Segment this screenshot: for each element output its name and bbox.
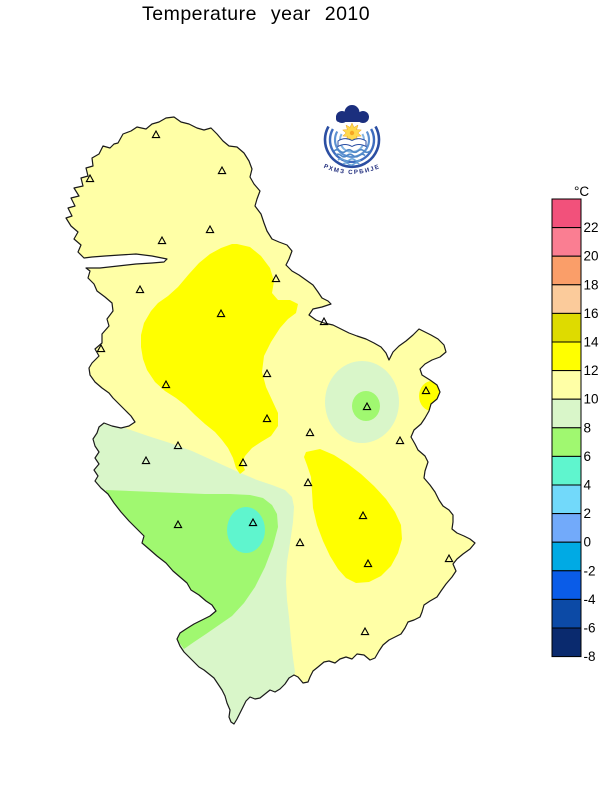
legend-swatch [551, 255, 582, 286]
legend-swatch [551, 598, 582, 629]
serbia-map [65, 116, 476, 725]
station-marker [319, 316, 329, 326]
region-cyan-oval [227, 507, 265, 553]
station-marker [444, 553, 454, 563]
legend-tick-label: 6 [584, 449, 592, 464]
station-marker [360, 626, 370, 636]
legend-tick-label: -6 [584, 621, 596, 636]
station-marker [205, 224, 215, 234]
station-marker [217, 165, 227, 175]
station-marker [303, 477, 313, 487]
legend-swatch [551, 284, 582, 314]
region-east-border-yellow [419, 381, 445, 411]
legend-tick-label: 12 [584, 363, 599, 378]
legend-tick-label: -2 [584, 563, 596, 578]
logo-book-icon [337, 138, 367, 148]
station-marker [262, 413, 272, 423]
region-southeast-yellow [304, 449, 402, 583]
legend-swatch [551, 570, 582, 600]
station-marker [358, 510, 368, 520]
station-marker [141, 455, 151, 465]
legend-tick-label: 2 [584, 506, 592, 521]
station-marker [96, 343, 106, 353]
legend-tick-label: 0 [584, 535, 592, 550]
rhmz-logo: РХМЗ СРБИЈЕ [323, 105, 381, 176]
region-central-yellow [141, 244, 298, 474]
station-marker [362, 401, 372, 411]
station-marker [238, 457, 248, 467]
logo-cloud-icon [336, 105, 369, 123]
station-marker [305, 427, 315, 437]
station-marker [395, 435, 405, 445]
serbia-border [65, 116, 476, 725]
station-marker [161, 379, 171, 389]
logo-sun-icon [342, 122, 362, 144]
legend-tick-label: 14 [584, 335, 600, 350]
legend-swatch [551, 427, 582, 457]
legend-swatch [551, 312, 582, 343]
page-title: Temperature year 2010 [142, 3, 371, 25]
station-marker [173, 519, 183, 529]
station-markers [85, 129, 454, 636]
logo-waves-icon [333, 148, 371, 166]
legend-tick-label: 4 [584, 478, 592, 493]
station-marker [271, 273, 281, 283]
legend-tick-label: 16 [584, 306, 599, 321]
legend-swatch [551, 370, 582, 400]
legend-tick-label: 10 [584, 392, 599, 407]
station-marker [216, 308, 226, 318]
legend-swatch [551, 541, 582, 572]
logo-arc-3 [333, 130, 371, 158]
legend-tick-label: -8 [584, 649, 596, 664]
legend-tick-label: -4 [584, 592, 596, 607]
legend-swatch [551, 484, 582, 515]
station-marker [248, 517, 258, 527]
station-marker [157, 235, 167, 245]
station-marker [85, 173, 95, 183]
legend-tick-label: 8 [584, 420, 592, 435]
station-marker [363, 558, 373, 568]
legend-tick-label: 20 [584, 249, 599, 264]
legend-unit-label: °C [574, 184, 589, 199]
legend-tick-label: 22 [584, 220, 599, 235]
legend-swatch [551, 627, 582, 658]
station-marker [295, 537, 305, 547]
legend-swatch [551, 398, 582, 429]
legend-swatch [551, 198, 582, 229]
logo-arc-2 [328, 128, 376, 164]
station-marker [262, 368, 272, 378]
region-east-green-core [352, 391, 380, 421]
legend-swatch [551, 227, 582, 257]
station-marker [151, 129, 161, 139]
logo-arc-outer [323, 125, 381, 169]
legend-swatch [551, 513, 582, 543]
station-marker [173, 440, 183, 450]
legend-swatch [551, 455, 582, 486]
station-marker [135, 284, 145, 294]
legend-tick-label: 18 [584, 277, 599, 292]
legend-swatch [551, 341, 582, 372]
station-marker [421, 385, 431, 395]
